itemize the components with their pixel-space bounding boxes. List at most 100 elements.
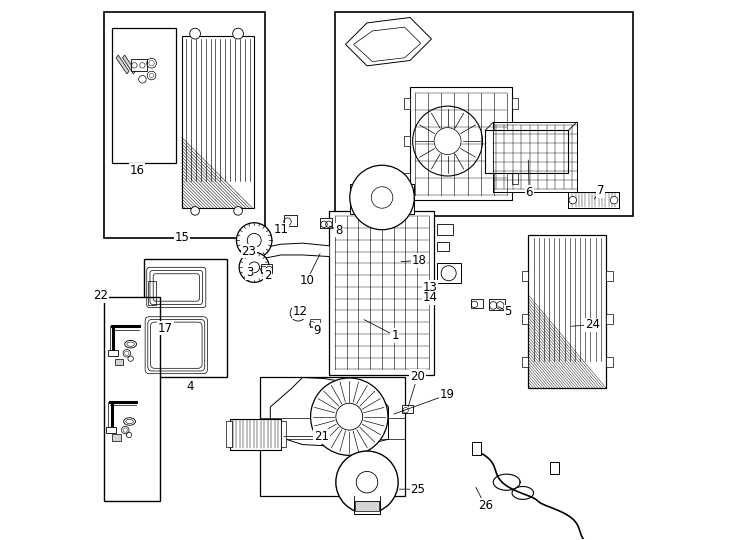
Text: 5: 5 <box>504 306 512 319</box>
Bar <box>470 299 482 308</box>
Bar <box>404 98 410 109</box>
Bar <box>512 136 518 146</box>
Circle shape <box>310 378 388 455</box>
Text: 25: 25 <box>410 483 426 496</box>
Text: 22: 22 <box>93 289 109 302</box>
Bar <box>472 442 482 455</box>
Bar <box>310 319 320 327</box>
Text: 13: 13 <box>423 281 437 294</box>
Text: 10: 10 <box>299 274 314 287</box>
Bar <box>402 405 413 414</box>
Bar <box>522 314 528 323</box>
Bar <box>131 59 147 71</box>
Circle shape <box>239 252 269 282</box>
Polygon shape <box>354 27 421 62</box>
Text: 16: 16 <box>130 164 145 177</box>
Circle shape <box>233 207 242 215</box>
Bar <box>260 377 404 496</box>
Bar <box>437 224 453 235</box>
Bar <box>410 87 512 200</box>
Bar <box>244 231 264 249</box>
Polygon shape <box>346 17 432 66</box>
Bar <box>245 259 264 275</box>
Polygon shape <box>123 55 136 74</box>
Bar <box>330 211 434 375</box>
Circle shape <box>290 305 306 321</box>
Bar <box>550 462 559 474</box>
Text: 20: 20 <box>410 370 425 383</box>
Bar <box>281 422 286 447</box>
Polygon shape <box>116 55 129 74</box>
Text: 15: 15 <box>174 231 189 244</box>
Bar <box>490 299 504 310</box>
Circle shape <box>191 207 200 215</box>
Bar <box>103 297 160 501</box>
Text: 21: 21 <box>314 430 329 443</box>
Circle shape <box>233 28 244 39</box>
Circle shape <box>371 187 393 208</box>
Bar <box>230 419 281 450</box>
Bar <box>320 218 332 228</box>
Text: 14: 14 <box>422 292 437 305</box>
Bar <box>284 215 297 226</box>
Bar <box>404 136 410 146</box>
Bar <box>103 12 265 238</box>
Text: 23: 23 <box>241 245 256 258</box>
Circle shape <box>611 197 618 204</box>
Text: 12: 12 <box>292 305 308 318</box>
Text: 18: 18 <box>412 254 426 267</box>
Bar <box>108 349 117 356</box>
Bar <box>226 422 232 447</box>
Bar <box>112 434 121 441</box>
Text: 1: 1 <box>391 329 399 342</box>
Bar <box>493 122 576 192</box>
Text: 4: 4 <box>186 380 194 393</box>
Text: 6: 6 <box>526 186 533 199</box>
Bar <box>404 173 410 184</box>
Text: 9: 9 <box>313 323 321 336</box>
Circle shape <box>236 222 272 258</box>
Text: 2: 2 <box>264 269 272 282</box>
Circle shape <box>569 197 576 204</box>
Bar <box>437 241 448 251</box>
Bar <box>606 357 612 367</box>
Bar <box>606 314 612 323</box>
Bar <box>512 98 518 109</box>
Bar <box>148 281 156 305</box>
Bar <box>528 235 606 388</box>
Bar <box>437 263 461 284</box>
Bar <box>112 28 176 163</box>
Text: 8: 8 <box>335 224 342 237</box>
Text: 3: 3 <box>246 266 253 279</box>
Circle shape <box>139 63 145 68</box>
Bar <box>354 501 380 515</box>
Circle shape <box>356 471 378 493</box>
Bar <box>522 357 528 367</box>
Text: 19: 19 <box>440 388 455 401</box>
Bar <box>568 192 619 208</box>
Text: 26: 26 <box>478 499 493 512</box>
Bar <box>355 501 379 511</box>
Circle shape <box>350 165 414 230</box>
Bar <box>144 259 228 377</box>
Bar <box>261 264 272 273</box>
Bar <box>485 130 568 173</box>
Bar <box>115 359 123 365</box>
Circle shape <box>336 451 398 514</box>
Bar <box>568 192 619 208</box>
Circle shape <box>336 403 363 430</box>
Bar <box>512 173 518 184</box>
Bar <box>335 12 633 217</box>
Bar <box>522 271 528 281</box>
Bar <box>181 36 254 208</box>
Bar <box>606 271 612 281</box>
Circle shape <box>189 28 200 39</box>
Text: 17: 17 <box>158 321 173 334</box>
Circle shape <box>434 127 461 154</box>
Text: 24: 24 <box>585 318 600 332</box>
Bar <box>292 307 305 316</box>
Text: 11: 11 <box>274 223 288 236</box>
Bar <box>106 427 116 433</box>
Circle shape <box>131 63 137 68</box>
Text: 7: 7 <box>597 184 604 197</box>
